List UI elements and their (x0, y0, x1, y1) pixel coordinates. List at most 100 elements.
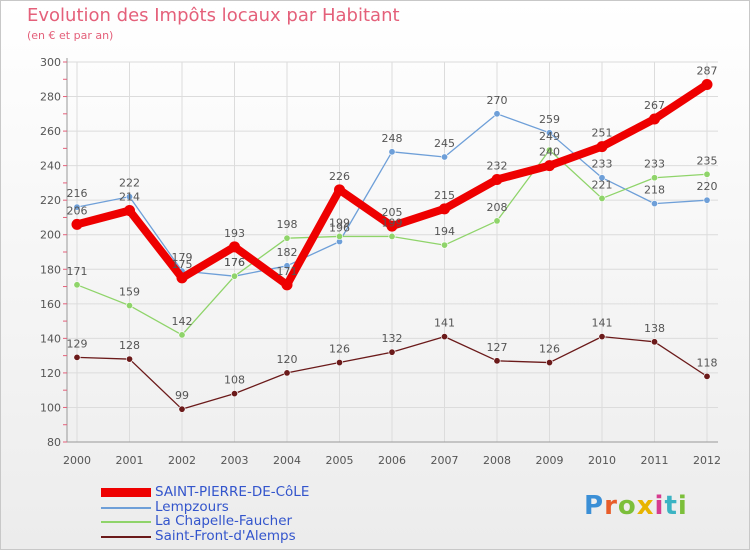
y-tick-label: 100 (40, 401, 61, 414)
data-point (598, 333, 606, 341)
legend-swatch (101, 488, 151, 497)
data-point (493, 110, 501, 118)
chart-subtitle: (en € et par an) (27, 29, 114, 42)
x-tick-label: 2009 (536, 454, 564, 467)
legend-label: SAINT-PIERRE-DE-CôLE (155, 484, 310, 500)
y-tick-label: 200 (40, 229, 61, 242)
data-point (231, 272, 239, 280)
data-label: 175 (172, 258, 193, 271)
data-point (440, 153, 448, 161)
line-chart: 80 100 120 140 160 180 200 220 240 260 280 300 2000… (40, 56, 721, 467)
data-point (283, 234, 291, 242)
x-tick-label: 2006 (378, 454, 406, 467)
data-label: 222 (119, 177, 140, 190)
x-tick-label: 2008 (483, 454, 511, 467)
data-point (386, 220, 398, 232)
data-label: 220 (697, 180, 718, 193)
data-point (73, 353, 81, 361)
x-tick-label: 2000 (63, 454, 91, 467)
data-label: 232 (487, 159, 508, 172)
axes (63, 58, 718, 443)
x-tick-label: 2012 (693, 454, 721, 467)
legend-label: Lempzours (155, 498, 229, 515)
data-point (491, 173, 503, 185)
data-point (545, 146, 553, 154)
data-point (703, 372, 711, 380)
data-point (126, 302, 134, 310)
data-label: 196 (329, 222, 350, 235)
data-label: 199 (329, 216, 350, 229)
y-tick-label: 280 (40, 91, 61, 104)
data-label: 287 (697, 64, 718, 77)
legend-label: Saint-Front-d'Alemps (155, 527, 296, 544)
data-point (335, 359, 343, 367)
data-point (440, 241, 448, 249)
data-labels: 216 222 179 176 182 196 248 245 270 259 233 218 220 1… (67, 64, 718, 402)
data-label: 179 (172, 251, 193, 264)
data-label: 221 (592, 178, 613, 191)
data-label: 259 (539, 113, 560, 126)
data-label: 198 (277, 218, 298, 231)
legend-swatch (101, 535, 151, 538)
y-tick-label: 180 (40, 263, 61, 276)
data-point (388, 348, 396, 356)
data-point (650, 338, 658, 346)
data-label: 218 (644, 184, 665, 197)
data-label: 129 (67, 337, 88, 350)
data-label: 118 (697, 356, 718, 369)
data-label: 205 (382, 206, 403, 219)
data-label: 141 (434, 317, 455, 330)
proxiti-logo: Proxiti (584, 491, 688, 521)
data-point (598, 174, 606, 182)
data-point (545, 359, 553, 367)
legend-swatch (101, 506, 151, 509)
data-point (283, 262, 291, 270)
data-point (703, 170, 711, 178)
y-tick-label: 220 (40, 194, 61, 207)
data-point (649, 113, 660, 125)
data-point (124, 205, 135, 217)
data-point (388, 232, 396, 240)
y-tick-label: 240 (40, 160, 61, 173)
series-group (71, 78, 713, 413)
data-label: 245 (434, 137, 455, 150)
data-label: 235 (697, 154, 718, 167)
x-tick-label: 2001 (116, 454, 144, 467)
data-point (178, 405, 186, 413)
data-label: 194 (434, 225, 455, 238)
data-label: 108 (224, 374, 245, 387)
data-label: 233 (644, 158, 665, 171)
legend-swatch (101, 521, 151, 523)
data-label: 233 (592, 158, 613, 171)
data-label: 216 (67, 187, 88, 200)
data-label: 126 (539, 343, 560, 356)
data-label: 270 (487, 94, 508, 107)
data-label: 120 (277, 353, 298, 366)
x-tick-label: 2002 (168, 454, 196, 467)
data-point (335, 232, 343, 240)
y-tick-label: 260 (40, 125, 61, 138)
y-tick-label: 80 (47, 436, 61, 449)
data-point (701, 78, 713, 90)
data-label: 206 (67, 204, 88, 217)
data-label: 249 (539, 130, 560, 143)
data-label: 128 (119, 339, 140, 352)
y-tick-label: 140 (40, 332, 61, 345)
data-label: 99 (175, 389, 189, 402)
data-label: 214 (119, 191, 140, 204)
data-label: 171 (277, 265, 298, 278)
data-label: 199 (382, 216, 403, 229)
data-label: 248 (382, 132, 403, 145)
data-point (493, 217, 501, 225)
x-tick-label: 2005 (326, 454, 354, 467)
data-label: 171 (67, 265, 88, 278)
data-point (126, 193, 134, 201)
data-label: 267 (644, 99, 665, 112)
y-tick-label: 120 (40, 367, 61, 380)
data-point (388, 148, 396, 156)
data-label: 138 (644, 322, 665, 335)
data-label: 176 (224, 256, 245, 269)
data-point (545, 129, 553, 137)
data-point (73, 281, 81, 289)
data-point (440, 333, 448, 341)
